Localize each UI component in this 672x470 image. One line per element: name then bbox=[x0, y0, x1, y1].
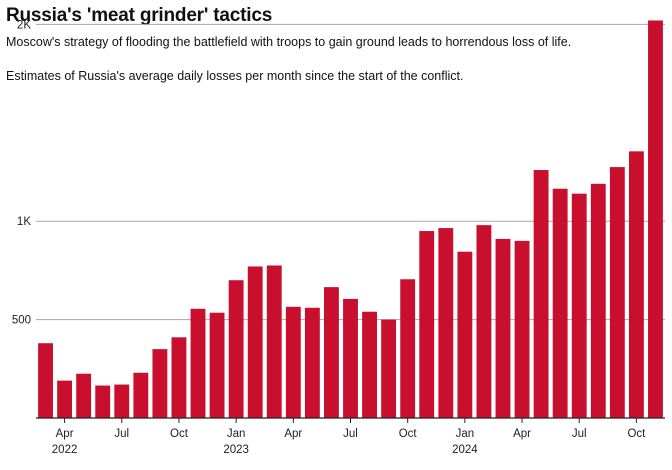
x-tick-label: Jul bbox=[343, 428, 358, 440]
x-tick-label: Jan bbox=[456, 428, 475, 440]
bar bbox=[590, 183, 606, 418]
bar bbox=[304, 307, 320, 418]
bar bbox=[476, 225, 492, 418]
x-tick-label: Apr bbox=[284, 428, 302, 440]
bar bbox=[171, 337, 187, 418]
bar bbox=[38, 343, 53, 418]
chart-description: Estimates of Russia's average daily loss… bbox=[6, 69, 464, 83]
bar bbox=[571, 193, 587, 418]
bar bbox=[495, 238, 511, 418]
bar bbox=[114, 384, 130, 418]
bar bbox=[438, 228, 454, 418]
x-tick-label: Jul bbox=[114, 428, 129, 440]
bar bbox=[285, 306, 301, 418]
x-tick-label: Jan bbox=[227, 428, 246, 440]
x-tick-label: Apr bbox=[513, 428, 531, 440]
bar bbox=[419, 231, 435, 418]
bar bbox=[266, 265, 282, 418]
chart-subtitle: Moscow's strategy of flooding the battle… bbox=[6, 35, 572, 49]
x-tick-label: Oct bbox=[627, 428, 646, 440]
bar bbox=[228, 280, 244, 418]
x-tick-label: Apr bbox=[56, 428, 74, 440]
bar bbox=[95, 385, 111, 418]
bar bbox=[648, 20, 663, 419]
x-tick-year-label: 2024 bbox=[452, 444, 478, 456]
y-tick-label: 500 bbox=[12, 315, 31, 327]
bar bbox=[533, 170, 549, 418]
bar bbox=[57, 380, 73, 418]
bar bbox=[76, 373, 92, 418]
axes: 500 1K 2K Apr 2022 Jul Oct Jan 2023 Apr Jul Oct Jan 2… bbox=[12, 19, 665, 456]
x-tick-label: Jul bbox=[572, 428, 587, 440]
bar bbox=[552, 188, 568, 418]
bar bbox=[628, 151, 644, 418]
x-tick-label: Oct bbox=[170, 428, 189, 440]
bar bbox=[609, 167, 625, 418]
bar bbox=[152, 349, 168, 418]
bar bbox=[400, 279, 416, 418]
bar bbox=[209, 312, 225, 418]
bar bbox=[190, 308, 206, 418]
bar bbox=[457, 251, 473, 418]
bar bbox=[514, 240, 530, 418]
bar bbox=[247, 266, 263, 418]
bar bbox=[362, 311, 377, 418]
y-tick-label: 1K bbox=[17, 216, 31, 228]
x-tick-label: Oct bbox=[399, 428, 418, 440]
bars bbox=[38, 20, 663, 419]
chart-title: Russia's 'meat grinder' tactics bbox=[6, 5, 273, 26]
bar bbox=[343, 298, 358, 418]
x-tick-year-label: 2023 bbox=[223, 444, 249, 456]
bar bbox=[381, 319, 397, 418]
bar bbox=[324, 287, 339, 418]
y-tick-label: 2K bbox=[17, 19, 31, 31]
x-tick-year-label: 2022 bbox=[52, 444, 78, 456]
gridlines bbox=[36, 23, 665, 321]
bar bbox=[133, 372, 149, 418]
